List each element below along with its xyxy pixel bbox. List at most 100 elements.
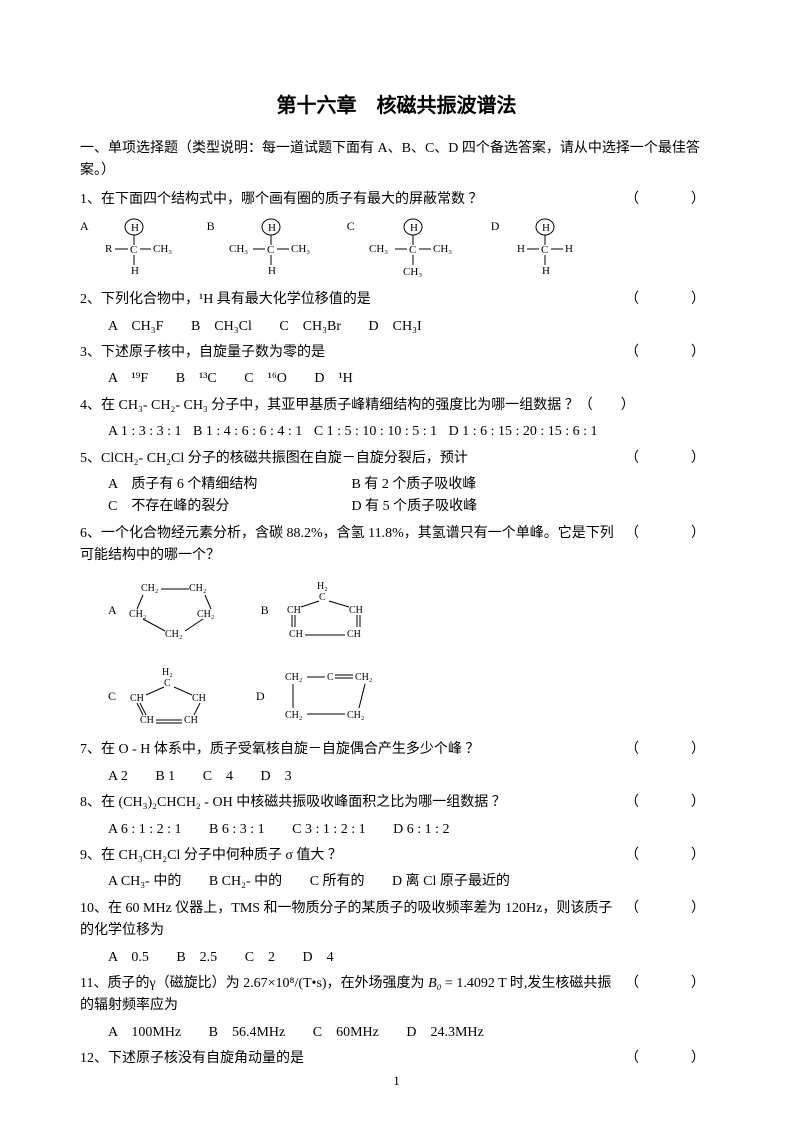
structure-a-icon: CH₂ CH₂ CH₂ CH₂ CH₂ (129, 577, 221, 643)
opt-label-c: C (347, 217, 355, 236)
q6-opt-b: B H₂ C CH CH CH CH (261, 577, 373, 643)
question-8: （ ） 8、在 (CH₃)₂CHCH₂ - OH 中核磁共振吸收峰面积之比为哪一… (80, 792, 713, 814)
svg-text:CH₃: CH₃ (291, 243, 310, 255)
question-text: 3、下述原子核中，自旋量子数为零的是 (80, 345, 325, 360)
question-text-a: 11、质子的γ（磁旋比）为 2.67×10⁸/(T•s)，在外场强度为 (80, 976, 428, 991)
question-12: （ ） 12、下述原子核没有自旋角动量的是 (80, 1048, 713, 1070)
opt-b: B 有 2 个质子吸收峰 (352, 477, 477, 492)
structure-c-icon: H CH₃ C CH₃ CH₃ (367, 217, 463, 279)
opt-c: C 1 : 5 : 10 : 10 : 5 : 1 (314, 421, 437, 443)
svg-text:H: H (565, 243, 573, 255)
svg-text:C: C (409, 244, 416, 256)
opt-b: B ¹³C (176, 368, 217, 390)
svg-text:C: C (319, 592, 326, 603)
answer-blank: （ ） (625, 342, 713, 364)
svg-text:CH: CH (289, 629, 303, 640)
opt-b: B 56.4MHz (209, 1022, 286, 1044)
answer-blank: （ ） (625, 448, 713, 470)
svg-text:CH₂: CH₂ (285, 672, 302, 683)
svg-text:CH₂: CH₂ (347, 710, 364, 721)
q4-options: A 1 : 3 : 3 : 1 B 1 : 4 : 6 : 6 : 4 : 1 … (80, 421, 713, 443)
svg-text:CH: CH (349, 605, 363, 616)
opt-d: D ¹H (314, 368, 352, 390)
svg-text:H: H (542, 265, 550, 275)
opt-a: A CH₃- 中的 (108, 871, 181, 893)
question-text: 9、在 CH₃CH₂Cl 分子中何种质子 σ 值大 ？ (80, 848, 342, 863)
question-text: 10、在 60 MHz 仪器上，TMS 和一物质分子的某质子的吸收频率差为 12… (80, 901, 612, 938)
svg-text:CH: CH (287, 605, 301, 616)
q6-opt-c: C H₂ C CH CH CH CH (108, 663, 216, 729)
q1-opt-c: C H CH₃ C CH₃ CH₃ (347, 217, 463, 279)
opt-d: D 4 (303, 947, 334, 969)
opt-label-b: B (261, 601, 269, 620)
svg-text:CH₂: CH₂ (197, 609, 214, 620)
question-6: （ ） 6、一个化合物经元素分析，含碳 88.2%，含氢 11.8%，其氢谱只有… (80, 523, 713, 568)
opt-c: C 2 (245, 947, 275, 969)
svg-text:H: H (517, 243, 525, 255)
section-intro: 一、单项选择题（类型说明：每一道试题下面有 A、B、C、D 四个备选答案，请从中… (80, 138, 713, 183)
opt-a: A CH₃F (108, 316, 163, 338)
svg-text:C: C (130, 244, 137, 256)
svg-text:H: H (268, 265, 276, 275)
opt-c: C 所有的 (310, 871, 365, 893)
opt-c: C 3 : 1 : 2 : 1 (292, 819, 366, 841)
question-1: （ ） 1、在下面四个结构式中，哪个画有圈的质子有最大的屏蔽常数 ？ (80, 189, 713, 211)
svg-text:H: H (268, 222, 276, 234)
q1-opt-d: D H H C H H (491, 217, 586, 275)
opt-c: C 60MHz (313, 1022, 379, 1044)
opt-c: C ¹⁶O (244, 368, 287, 390)
opt-a: A 2 (108, 766, 128, 788)
question-5: （ ） 5、ClCH₂- CH₂Cl 分子的核磁共振图在自旋－自旋分裂后，预计 (80, 448, 713, 470)
answer-blank: （ ） (625, 845, 713, 867)
q1-structures: A H R C CH₃ H B H CH₃ C CH₃ (80, 217, 713, 279)
opt-b: B CH₂- 中的 (209, 871, 282, 893)
opt-d: D 3 (261, 766, 292, 788)
svg-text:C: C (267, 244, 274, 256)
structure-d-icon: H H C H H (511, 217, 585, 275)
structure-c-icon: H₂ C CH CH CH CH (128, 663, 216, 729)
opt-a: A 6 : 1 : 2 : 1 (108, 819, 182, 841)
opt-d: D 有 5 个质子吸收峰 (352, 499, 478, 514)
svg-text:CH: CH (184, 715, 198, 726)
question-4: 4、在 CH₃- CH₂- CH₃ 分子中，其亚甲基质子峰精细结构的强度比为哪一… (80, 395, 713, 417)
q10-options: A 0.5 B 2.5 C 2 D 4 (80, 947, 713, 969)
answer-blank: （ ） (625, 739, 713, 761)
question-text: 5、ClCH₂- CH₂Cl 分子的核磁共振图在自旋－自旋分裂后，预计 (80, 451, 468, 466)
svg-text:CH₂: CH₂ (189, 583, 206, 594)
opt-c: C CH₃Br (279, 316, 341, 338)
question-text: 12、下述原子核没有自旋角动量的是 (80, 1051, 304, 1066)
opt-b: B 2.5 (176, 947, 217, 969)
svg-text:CH₃: CH₃ (369, 243, 388, 255)
svg-text:CH₂: CH₂ (141, 583, 158, 594)
q7-options: A 2 B 1 C 4 D 3 (80, 766, 713, 788)
question-text: 2、下列化合物中，¹H 具有最大化学位移值的是 (80, 292, 371, 307)
answer-blank: （ ） (625, 289, 713, 311)
answer-blank: （ ） (625, 973, 713, 995)
opt-d: D 6 : 1 : 2 (393, 819, 449, 841)
q6-row2: C H₂ C CH CH CH CH D CH₂ C CH₂ CH₂ CH₂ (108, 663, 713, 729)
answer-blank: （ ） (625, 189, 713, 211)
opt-a: A ¹⁹F (108, 368, 148, 390)
opt-a: A 1 : 3 : 3 : 1 (108, 421, 182, 443)
svg-text:CH: CH (347, 629, 361, 640)
question-text: 8、在 (CH₃)₂CHCH₂ - OH 中核磁共振吸收峰面积之比为哪一组数据 … (80, 795, 506, 810)
opt-label-a: A (80, 217, 89, 236)
question-9: （ ） 9、在 CH₃CH₂Cl 分子中何种质子 σ 值大 ？ (80, 845, 713, 867)
opt-d: D 1 : 6 : 15 : 20 : 15 : 6 : 1 (449, 421, 598, 443)
opt-b: B 1 (155, 766, 175, 788)
svg-text:CH₂: CH₂ (165, 629, 182, 640)
svg-text:C: C (327, 672, 334, 683)
q1-opt-b: B H CH₃ C CH₃ H (207, 217, 319, 275)
structure-d-icon: CH₂ C CH₂ CH₂ CH₂ (277, 664, 397, 728)
svg-text:CH₂: CH₂ (129, 609, 146, 620)
b0-italic: B₀ (428, 976, 441, 991)
question-7: （ ） 7、在 O - H 体系中，质子受氧核自旋－自旋偶合产生多少个峰 ？ (80, 739, 713, 761)
opt-d: D 24.3MHz (406, 1022, 483, 1044)
structure-a-icon: H R C CH₃ H (101, 217, 179, 275)
opt-b: B 6 : 3 : 1 (209, 819, 265, 841)
q3-options: A ¹⁹F B ¹³C C ¹⁶O D ¹H (80, 368, 713, 390)
question-11: （ ） 11、质子的γ（磁旋比）为 2.67×10⁸/(T•s)，在外场强度为 … (80, 973, 713, 1018)
opt-label-a: A (108, 601, 117, 620)
opt-b: B 1 : 4 : 6 : 6 : 4 : 1 (193, 421, 302, 443)
q6-row1: A CH₂ CH₂ CH₂ CH₂ CH₂ B H₂ C CH CH CH CH (108, 577, 713, 643)
